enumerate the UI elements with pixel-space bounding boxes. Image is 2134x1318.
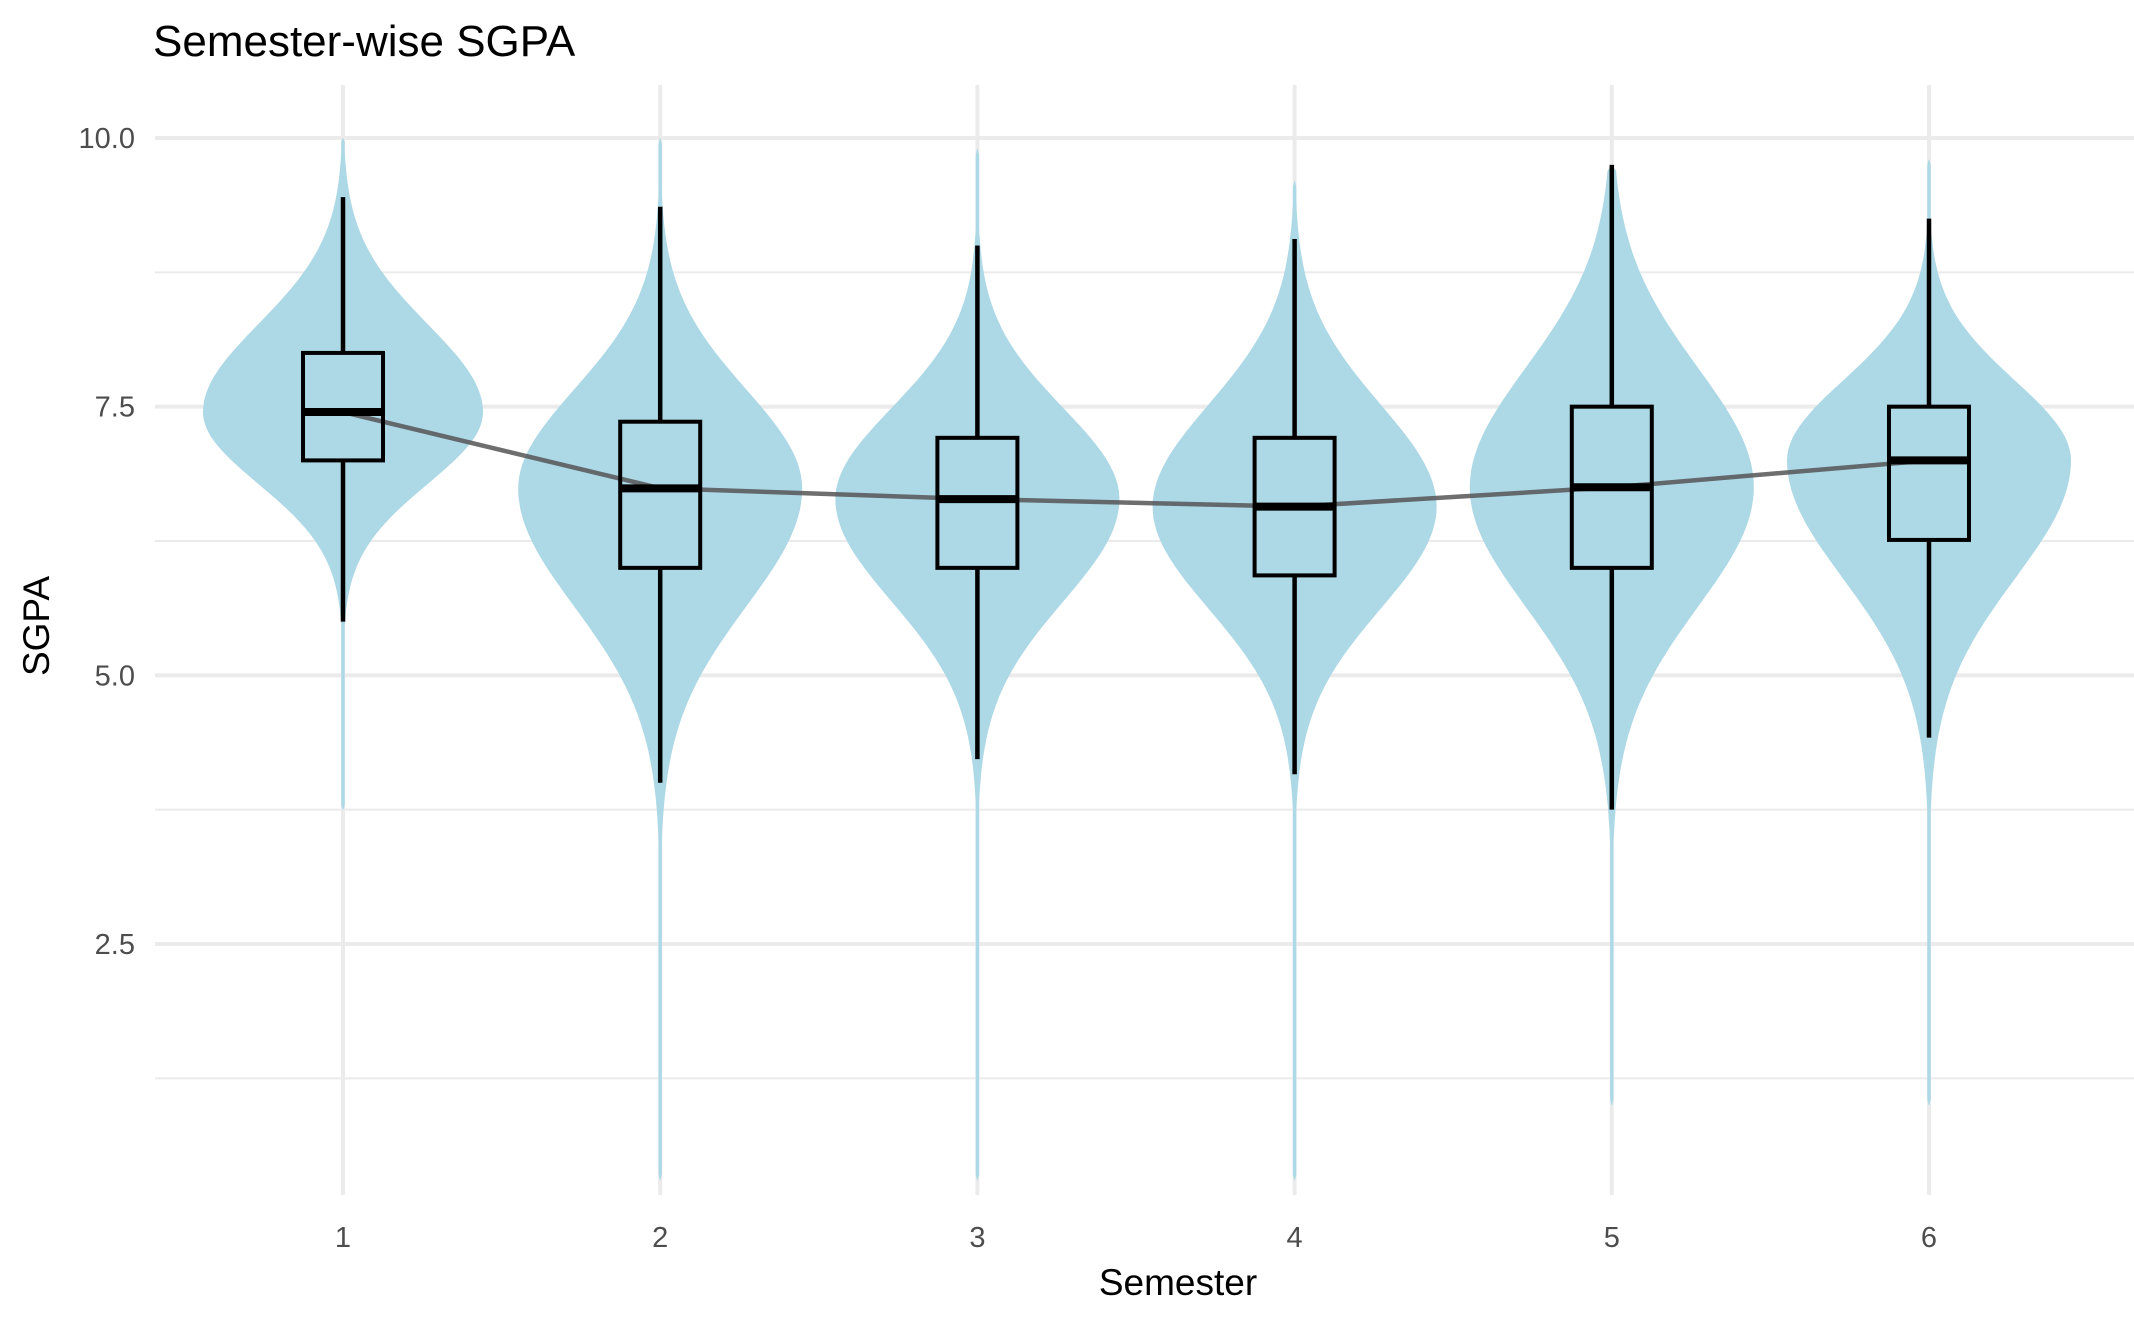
- box-sem-1: [301, 350, 385, 463]
- x-tick-label: 5: [1604, 1222, 1620, 1254]
- x-tick-label: 1: [335, 1222, 351, 1254]
- boxplots: [301, 164, 1971, 810]
- trend-line: [342, 409, 1930, 509]
- grid-lines: [155, 85, 2134, 1195]
- x-axis-title: Semester: [1099, 1262, 1257, 1303]
- x-axis-ticks: 1 2 3 4 5 6: [335, 1222, 1937, 1254]
- y-tick-label: 5.0: [95, 660, 135, 692]
- median-trend-line: [342, 409, 1930, 509]
- y-tick-label: 2.5: [95, 929, 135, 961]
- x-tick-label: 3: [969, 1222, 985, 1254]
- x-tick-label: 2: [652, 1222, 668, 1254]
- x-tick-label: 6: [1921, 1222, 1937, 1254]
- x-tick-label: 4: [1287, 1222, 1303, 1254]
- y-tick-label: 10.0: [79, 123, 135, 155]
- y-axis-title: SGPA: [16, 576, 57, 676]
- y-tick-label: 7.5: [95, 392, 135, 424]
- chart-title: Semester-wise SGPA: [153, 17, 576, 66]
- violins: [203, 138, 2071, 1181]
- y-axis-ticks: 2.5 5.0 7.5 10.0: [79, 123, 135, 961]
- box-sem-6: [1887, 404, 1971, 542]
- box-sem-2: [618, 419, 703, 570]
